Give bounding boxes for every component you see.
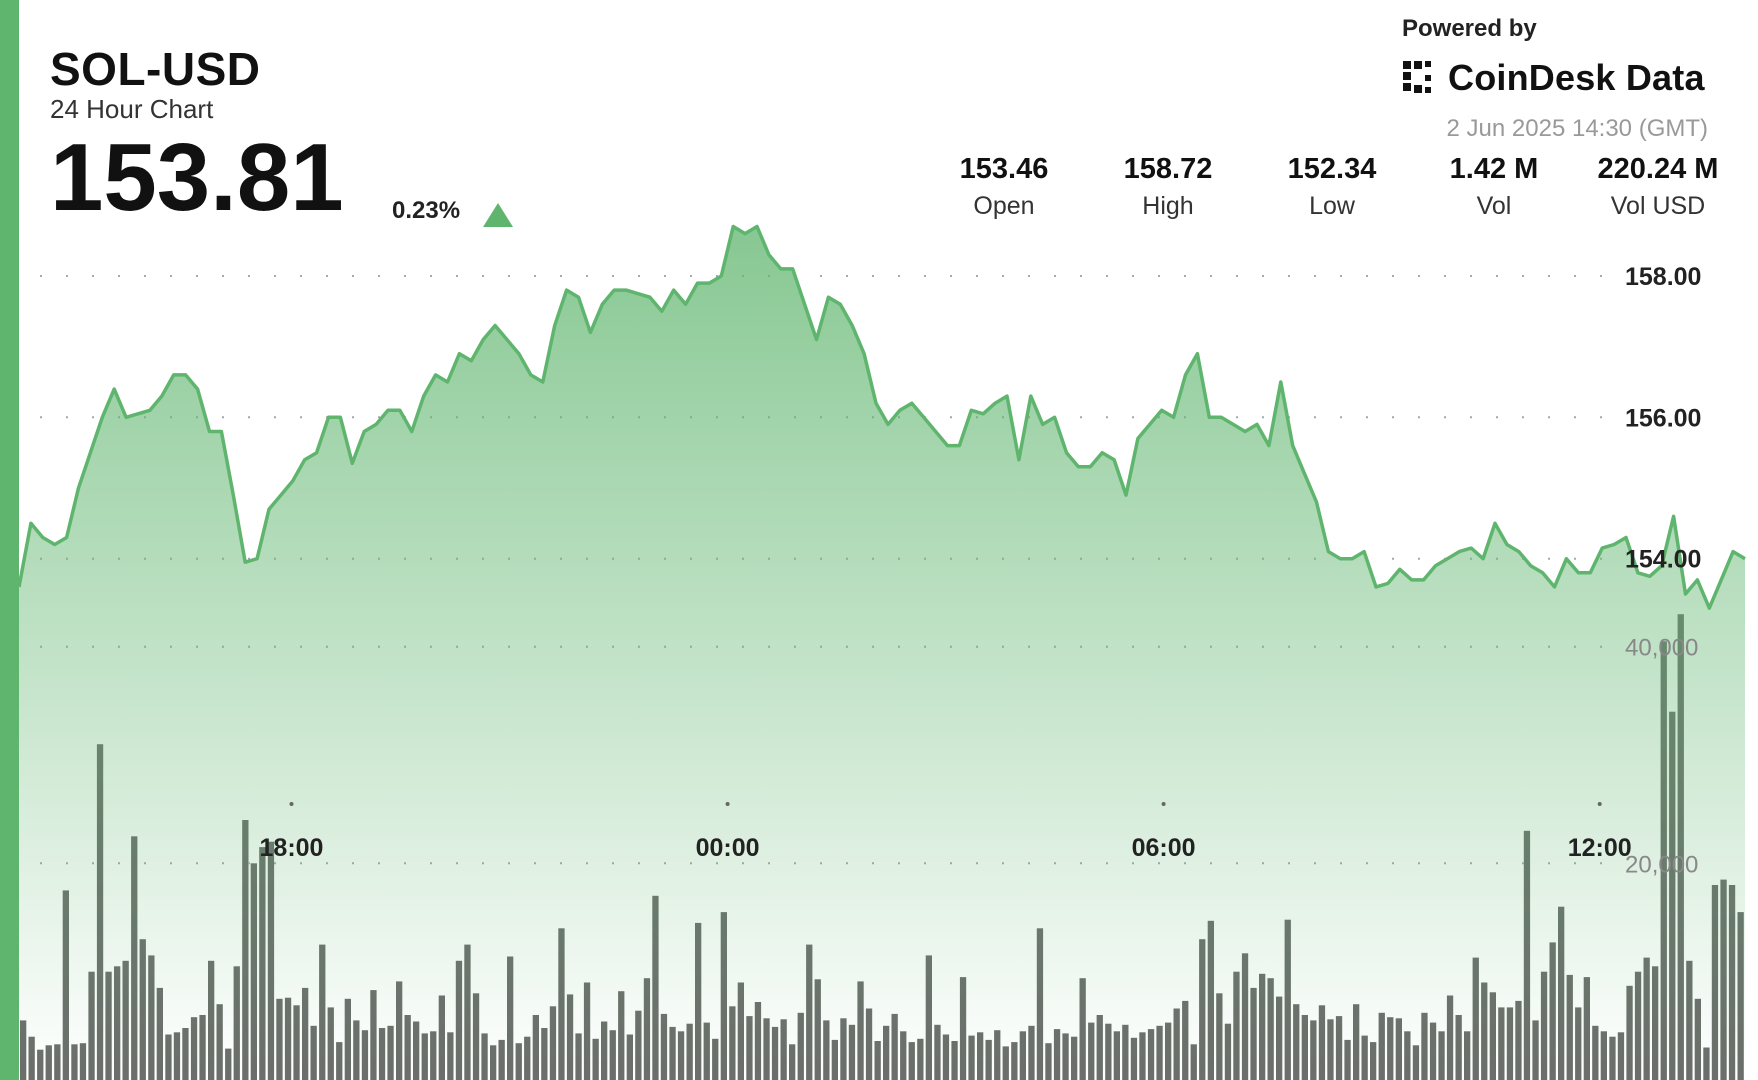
y-tick-label: 158.00 bbox=[1625, 263, 1701, 291]
coindesk-logo-icon bbox=[1403, 61, 1431, 93]
timestamp: 2 Jun 2025 14:30 (GMT) bbox=[1446, 115, 1708, 142]
stat-open-value: 153.46 bbox=[959, 153, 1049, 185]
stat-high-label: High bbox=[1142, 192, 1194, 220]
axis-labels: 158.00 156.00 154.00 40,000 20,000 18:00 00:00… bbox=[260, 263, 1702, 878]
y-tick-label: 156.00 bbox=[1625, 404, 1701, 432]
stat-vol-usd-value: 220.24 M bbox=[1597, 153, 1719, 185]
price-line bbox=[17, 224, 1746, 610]
stat-vol-value: 1.42 M bbox=[1449, 153, 1539, 185]
volume-tick-label: 40,000 bbox=[1625, 635, 1698, 662]
chart-subtitle: 24 Hour Chart bbox=[50, 94, 214, 124]
stat-open: 153.46 Open bbox=[924, 153, 1084, 221]
price-area-fill bbox=[19, 226, 1745, 1080]
x-tick-mark bbox=[725, 802, 730, 806]
up-arrow-icon bbox=[483, 203, 513, 227]
stat-low: 152.34 Low bbox=[1252, 153, 1412, 221]
stat-high: 158.72 High bbox=[1088, 153, 1248, 221]
stat-vol-usd: 220.24 M Vol USD bbox=[1578, 153, 1738, 221]
stat-vol-usd-label: Vol USD bbox=[1610, 192, 1706, 220]
x-tick-label: 18:00 bbox=[260, 834, 324, 862]
x-tick-mark bbox=[1161, 802, 1166, 806]
stat-open-label: Open bbox=[973, 192, 1035, 220]
brand-logo[interactable]: CoinDesk Data bbox=[1400, 57, 1705, 99]
accent-bar bbox=[0, 0, 19, 1080]
stat-vol: 1.42 M Vol bbox=[1414, 153, 1574, 221]
price-change: 0.23% bbox=[392, 197, 461, 224]
pair-title: SOL-USD bbox=[50, 43, 261, 95]
stat-high-value: 158.72 bbox=[1123, 153, 1213, 185]
y-tick-label: 154.00 bbox=[1625, 546, 1701, 574]
x-tick-label: 00:00 bbox=[696, 834, 760, 862]
brand-name: CoinDesk Data bbox=[1448, 57, 1705, 98]
stat-low-value: 152.34 bbox=[1287, 153, 1377, 185]
x-tick-mark bbox=[289, 802, 294, 806]
x-tick-label: 12:00 bbox=[1568, 834, 1632, 862]
volume-tick-label: 20,000 bbox=[1625, 851, 1698, 878]
stat-vol-label: Vol bbox=[1476, 192, 1512, 220]
stat-low-label: Low bbox=[1309, 192, 1355, 220]
current-price: 153.81 bbox=[50, 124, 344, 231]
x-tick-mark bbox=[1597, 802, 1602, 806]
x-tick-label: 06:00 bbox=[1132, 834, 1196, 862]
powered-by-label: Powered by bbox=[1402, 15, 1537, 42]
